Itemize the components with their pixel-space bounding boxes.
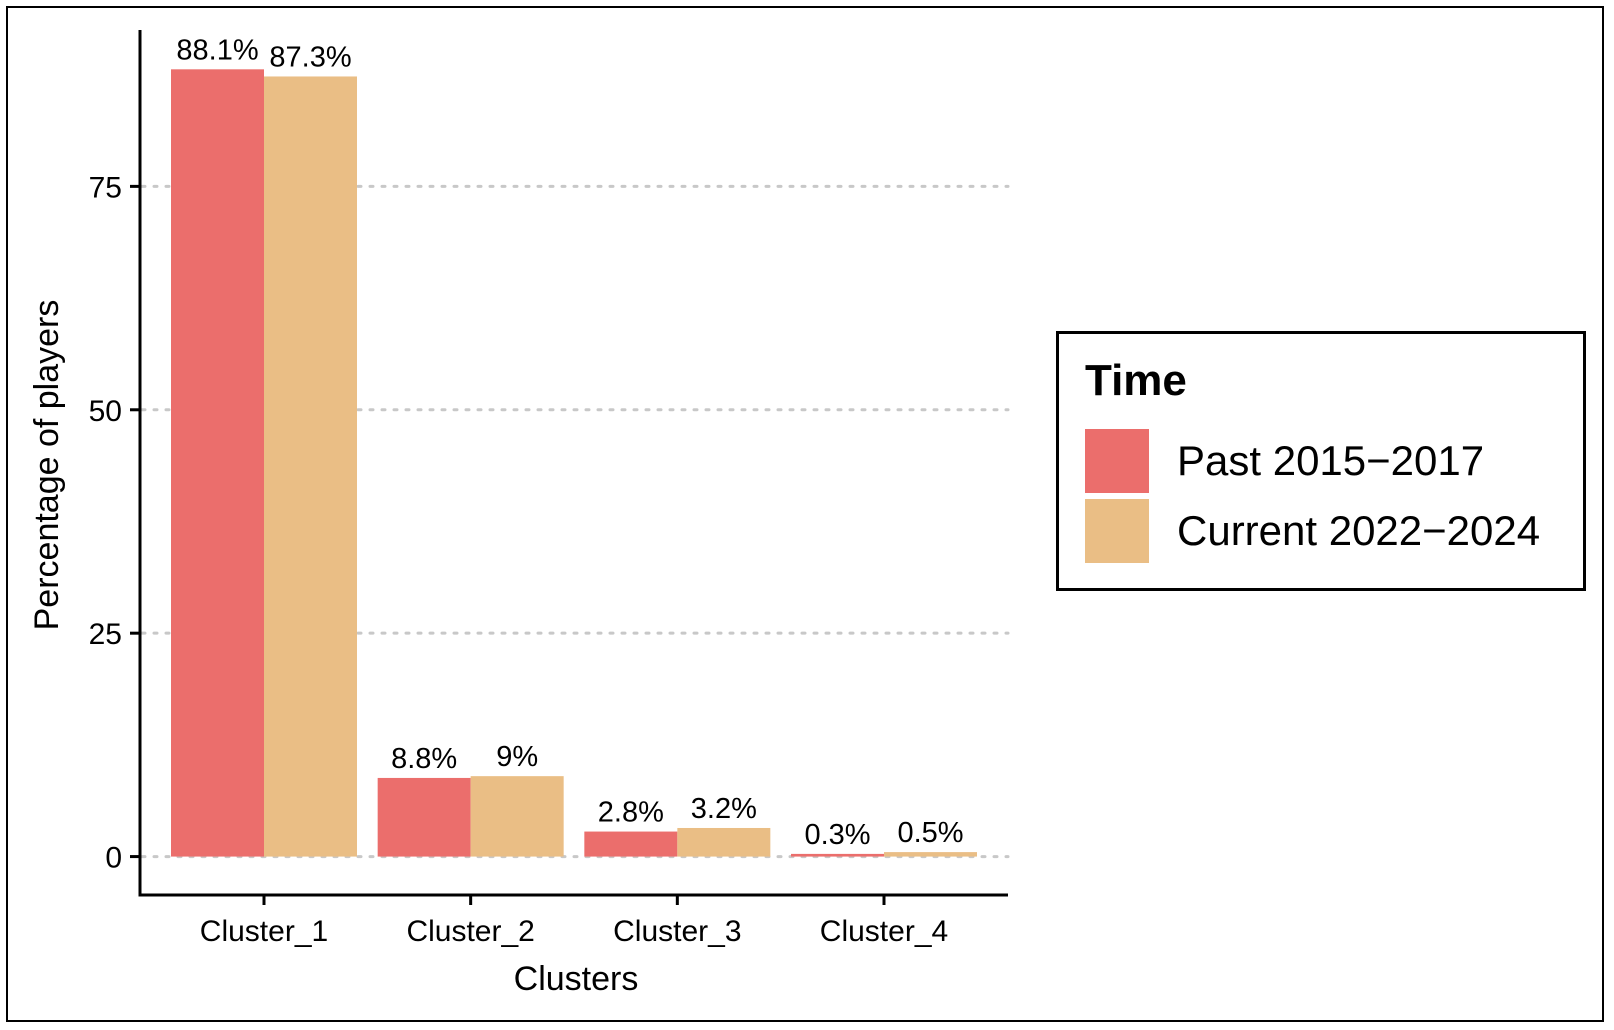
y-axis-title: Percentage of players xyxy=(28,300,66,631)
legend-item-current: Current 2022−2024 xyxy=(1085,499,1540,563)
bar-cluster-3-series-1 xyxy=(677,827,771,857)
x-tick-label: Cluster_3 xyxy=(613,915,741,948)
data-label: 3.2% xyxy=(691,793,757,825)
data-label: 2.8% xyxy=(598,797,664,829)
data-label: 9% xyxy=(496,741,538,773)
bar-cluster-2-series-1 xyxy=(470,776,564,857)
data-label: 0.5% xyxy=(897,817,963,849)
legend-label-current: Current 2022−2024 xyxy=(1177,507,1541,554)
bar-cluster-4-series-1 xyxy=(884,852,977,857)
legend-swatch-past xyxy=(1085,429,1149,493)
legend: Time Past 2015−2017 Current 2022−2024 xyxy=(1056,331,1586,591)
legend-label-past: Past 2015−2017 xyxy=(1177,437,1485,484)
x-axis-title: Clusters xyxy=(514,960,639,998)
bars xyxy=(171,69,977,857)
axes: 0 25 50 75 Cluster_1 Cluster_2 Cluster_3 Cluste… xyxy=(89,30,1008,948)
y-tick-label: 25 xyxy=(89,618,122,651)
x-tick-label: Cluster_4 xyxy=(820,915,948,948)
data-label: 0.3% xyxy=(804,819,870,851)
data-labels: 88.1% 87.3% 8.8% 9% 2.8% 3.2% 0.3% 0.5% xyxy=(176,34,963,851)
data-label: 87.3% xyxy=(269,41,351,73)
legend-title: Time xyxy=(1085,356,1187,405)
legend-swatch-current xyxy=(1085,499,1149,563)
y-tick-label: 50 xyxy=(89,395,122,428)
y-tick-label: 0 xyxy=(105,842,122,875)
data-label: 8.8% xyxy=(391,743,457,775)
bar-cluster-4-series-0 xyxy=(791,853,884,857)
data-label: 88.1% xyxy=(176,34,258,66)
bar-cluster-1-series-1 xyxy=(264,76,357,857)
bar-cluster-2-series-0 xyxy=(377,777,471,857)
figure-frame xyxy=(6,6,1604,1022)
bar-cluster-3-series-0 xyxy=(584,831,678,857)
x-tick-label: Cluster_2 xyxy=(406,915,534,948)
bar-cluster-1-series-0 xyxy=(171,69,264,857)
legend-item-past: Past 2015−2017 xyxy=(1085,429,1484,493)
y-tick-label: 75 xyxy=(89,171,122,204)
x-tick-label: Cluster_1 xyxy=(200,915,328,948)
